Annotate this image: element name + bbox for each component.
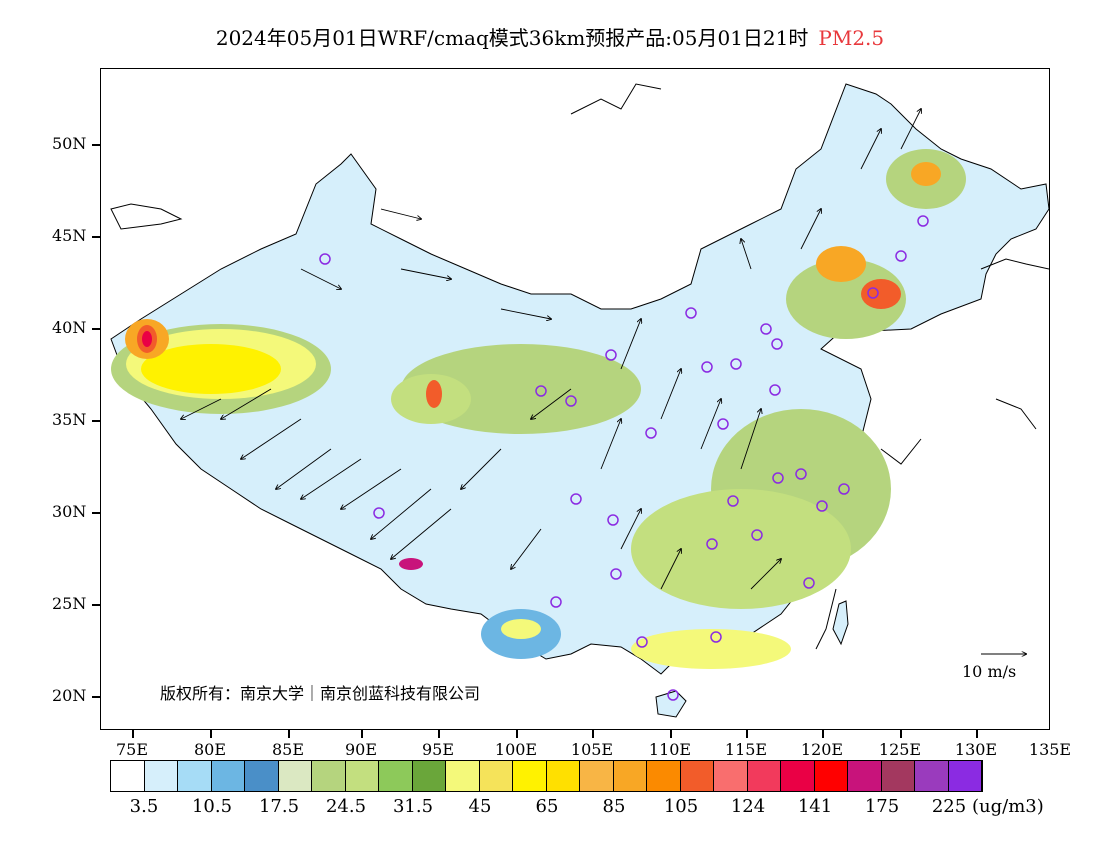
title-pollutant: PM2.5 [818,26,885,50]
legend-label: 85 [602,796,626,817]
pm25-field [111,149,966,669]
lon-label-120e: 120E [800,740,844,759]
lon-tick [670,730,672,738]
wind-vectors [181,109,1026,654]
legend-swatch [680,761,714,791]
legend-label: 225 [931,796,967,817]
legend-label: 3.5 [129,796,159,817]
lat-tick [92,604,100,606]
lon-label-75e: 75E [115,740,149,759]
legend-swatch [647,761,681,791]
lat-tick [92,696,100,698]
legend-swatch [211,761,245,791]
lat-label-30n: 30N [52,502,87,521]
legend-swatch [948,761,982,791]
lon-label-100e: 100E [494,740,538,759]
lon-tick [516,730,518,738]
lon-tick [900,730,902,738]
lat-label-25n: 25N [52,594,87,613]
city-markers [319,215,929,701]
lon-label-115e: 115E [724,740,768,759]
lon-tick [288,730,290,738]
lon-label-85e: 85E [271,740,305,759]
lon-label-95e: 95E [421,740,455,759]
lon-label-125e: 125E [878,740,922,759]
legend-swatch [144,761,178,791]
lat-tick [92,144,100,146]
legend-swatch [546,761,580,791]
legend-label: 10.5 [191,796,233,817]
lon-label-110e: 110E [648,740,692,759]
legend-swatch [814,761,848,791]
legend-swatch [848,761,882,791]
legend-swatch [111,761,145,791]
legend-swatch [747,761,781,791]
legend-swatch [580,761,614,791]
legend-swatch [781,761,815,791]
lon-label-130e: 130E [954,740,998,759]
legend-swatch [479,761,513,791]
legend-swatch [312,761,346,791]
lon-tick [438,730,440,738]
lon-tick [210,730,212,738]
legend-swatch [412,761,446,791]
lat-tick [92,512,100,514]
legend-swatch [379,761,413,791]
legend-label: 24.5 [325,796,367,817]
lat-tick [92,236,100,238]
legend-label: 105 [663,796,699,817]
legend-swatch [278,761,312,791]
legend-swatch [915,761,949,791]
legend-swatch [613,761,647,791]
lon-tick [976,730,978,738]
lon-tick [132,730,134,738]
legend-label: 141 [797,796,833,817]
lon-label-90e: 90E [344,740,378,759]
title-main: 2024年05月01日WRF/cmaq模式36km预报产品:05月01日21时 [215,26,809,50]
legend-swatch [345,761,379,791]
lat-tick [92,420,100,422]
legend-label: 124 [730,796,766,817]
legend-swatch [714,761,748,791]
lon-tick [822,730,824,738]
legend-label: 31.5 [392,796,434,817]
lon-label-105e: 105E [570,740,614,759]
legend-swatch [245,761,279,791]
lat-label-20n: 20N [52,686,87,705]
lat-label-40n: 40N [52,318,87,337]
lon-label-135e: 135E [1028,740,1072,759]
copyright-text: 版权所有：南京大学｜南京创蓝科技有限公司 [160,684,481,703]
lon-tick [592,730,594,738]
legend-label: 65 [535,796,559,817]
lat-tick [92,328,100,330]
wind-reference-label: 10 m/s [962,662,1017,681]
lon-tick [361,730,363,738]
legend-label: 175 [864,796,900,817]
map-title: 2024年05月01日WRF/cmaq模式36km预报产品:05月01日21时 P… [0,22,1100,51]
lat-label-50n: 50N [52,134,87,153]
pm25-map [110,83,1049,718]
legend-unit: (ug/m3) [972,796,1044,817]
legend-label: 17.5 [258,796,300,817]
legend-colorbar [110,760,983,792]
legend-swatch [446,761,480,791]
lon-tick [746,730,748,738]
lat-label-35n: 35N [52,410,87,429]
legend-swatch [178,761,212,791]
legend-label: 45 [468,796,492,817]
map-panel [100,68,1050,730]
lon-label-80e: 80E [193,740,227,759]
lat-label-45n: 45N [52,226,87,245]
legend-swatch [881,761,915,791]
legend-swatch [513,761,547,791]
